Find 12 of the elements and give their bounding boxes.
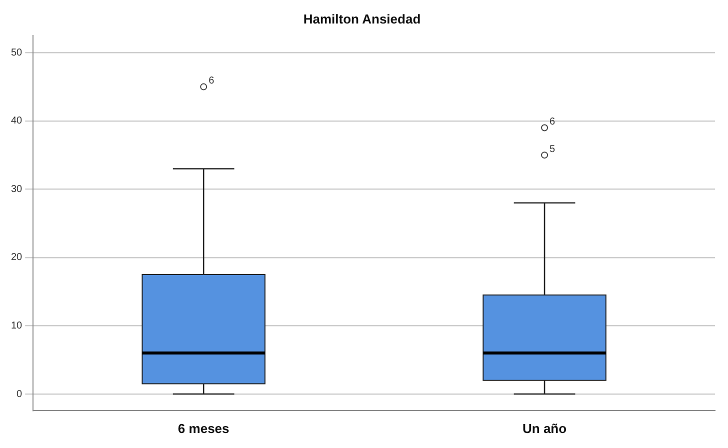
chart-title: Hamilton Ansiedad: [303, 11, 421, 26]
x-tick-label: Un año: [522, 420, 567, 436]
y-tick-label: 30: [11, 184, 23, 195]
annotation: 5: [550, 144, 556, 155]
annotation: 6: [550, 116, 556, 128]
y-tick-label: 50: [11, 47, 23, 58]
y-tick-label: 40: [11, 116, 23, 127]
x-tick-label: 6 meses: [178, 420, 230, 436]
y-tick-label: 0: [16, 388, 23, 400]
y-tick-label: 10: [11, 320, 23, 332]
y-tick-label: 20: [11, 252, 23, 264]
annotation: 6: [208, 76, 215, 87]
